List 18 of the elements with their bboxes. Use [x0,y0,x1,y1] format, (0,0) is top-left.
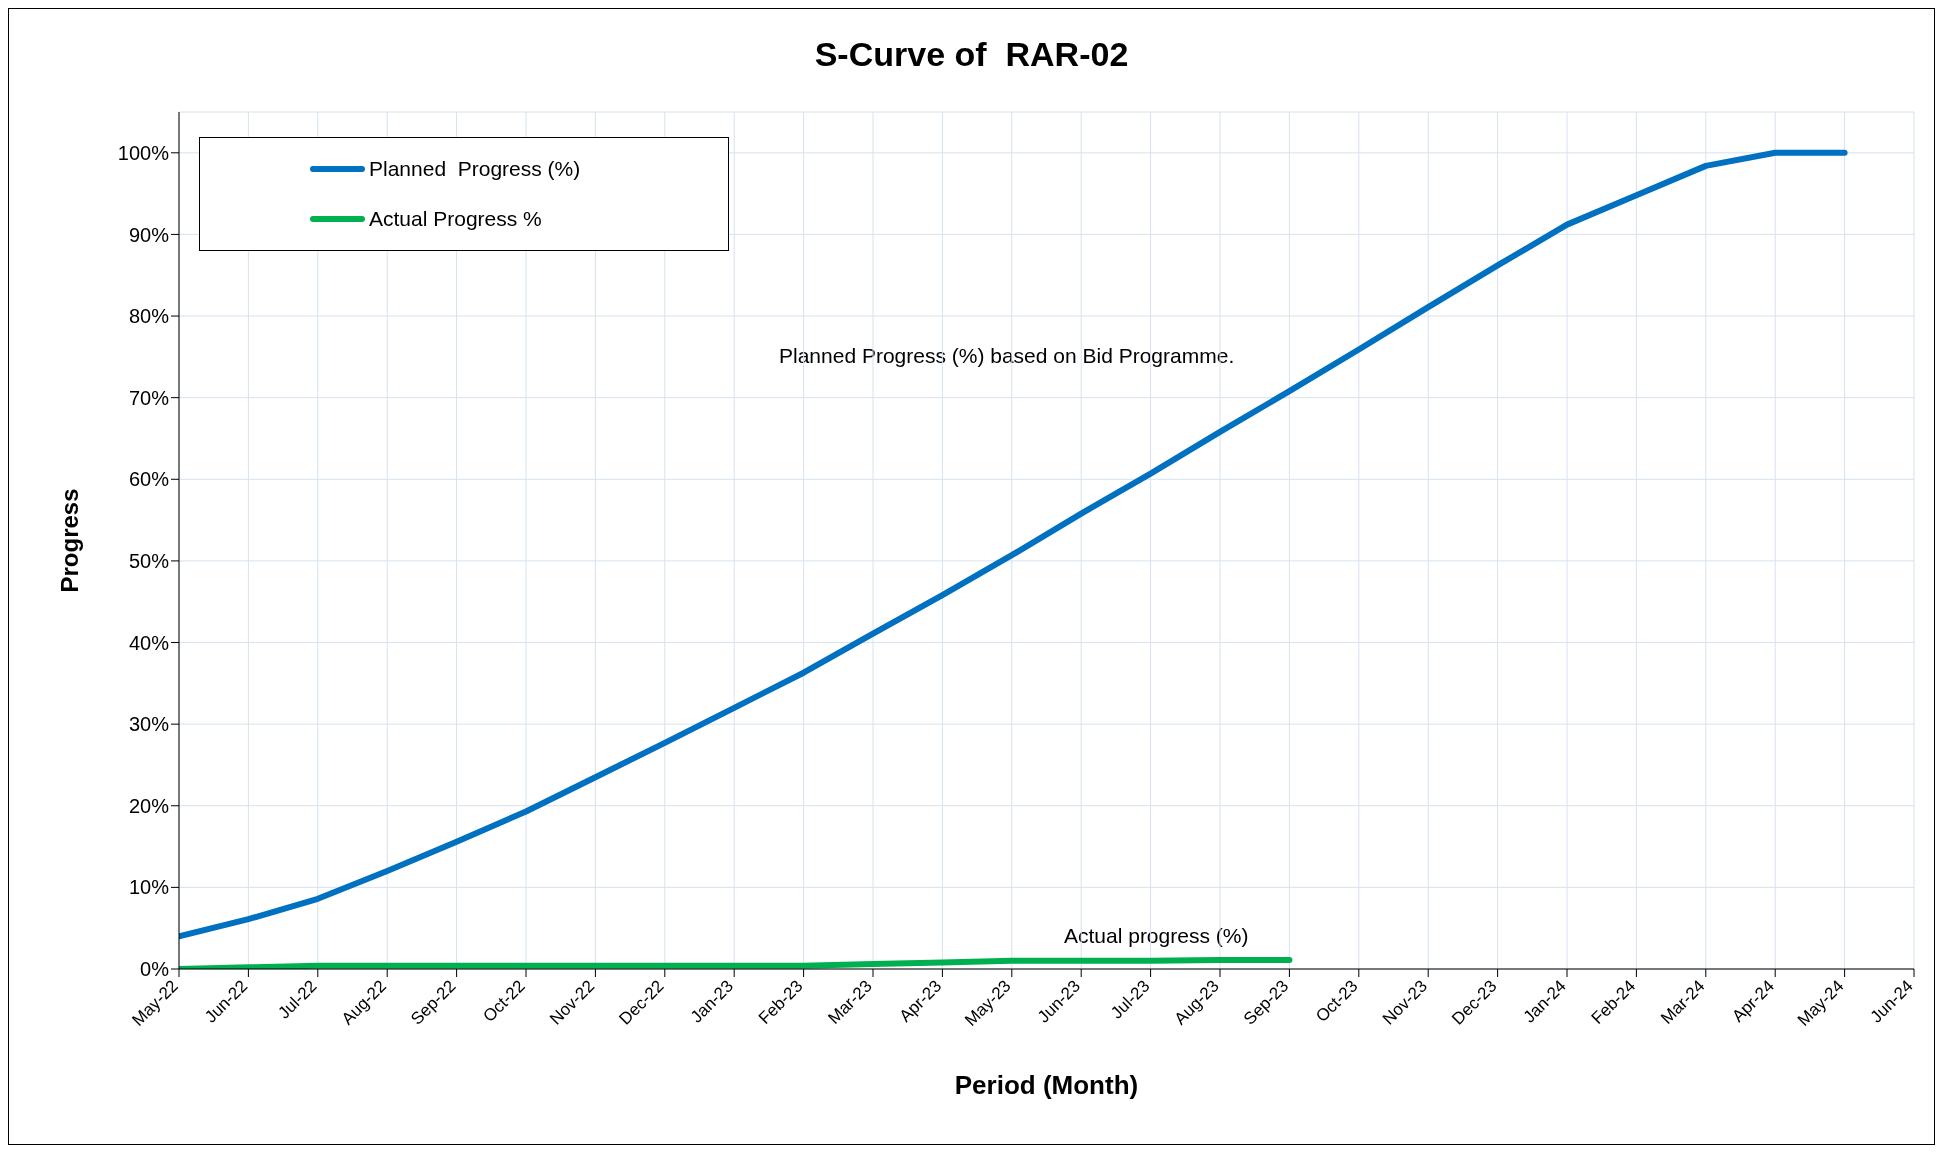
y-tick-label: 40% [128,631,170,654]
y-tick-label: 100% [117,141,170,164]
y-tick-label: 20% [128,794,170,817]
y-tick-label: 90% [128,223,170,246]
annotation: Actual progress (%) [1064,924,1249,948]
y-tick-label: 70% [128,386,170,409]
y-tick-label: 50% [128,550,170,572]
y-tick-label: 0% [140,958,170,981]
legend-label: Actual Progress % [369,207,542,231]
annotation: Planned Progress (%) based on Bid Programme. [779,344,1235,368]
y-tick-label: 60% [128,468,170,491]
y-tick-label: 10% [128,876,170,899]
x-axis-title: Period (Month) [954,1070,1139,1100]
y-axis-title: Progress [55,488,83,593]
chart-title: S-Curve of RAR-02 [813,35,1130,74]
y-tick-label: 30% [128,713,170,736]
legend-label: Planned Progress (%) [369,157,581,181]
y-tick-label: 80% [128,305,170,328]
